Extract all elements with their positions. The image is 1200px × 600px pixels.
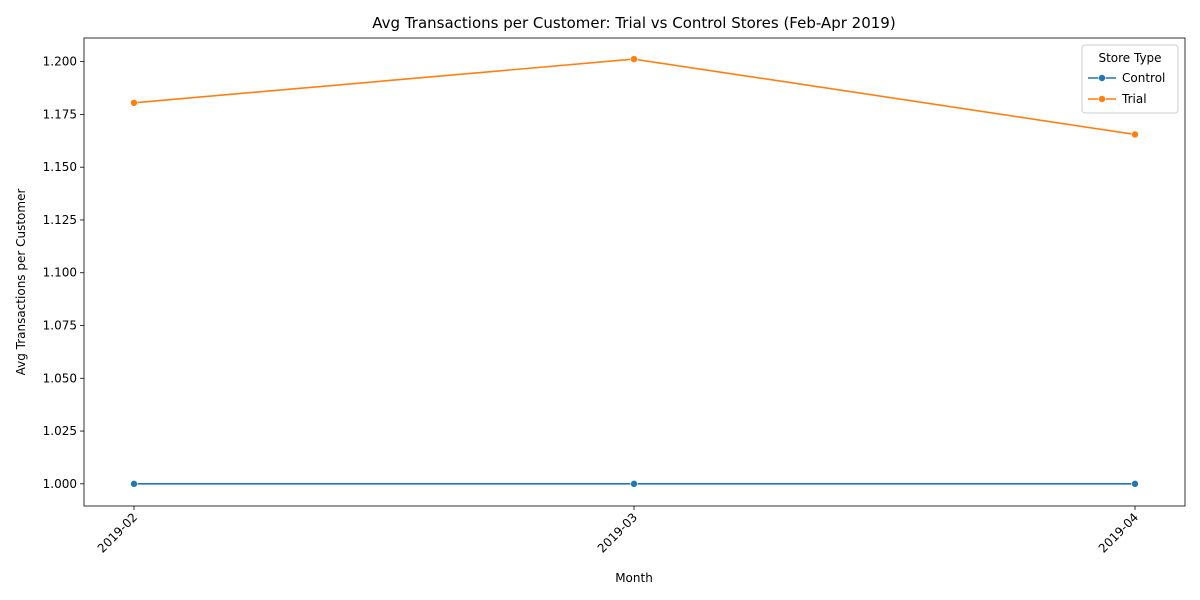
legend-label-control: Control <box>1122 71 1165 85</box>
y-tick-label: 1.100 <box>43 266 77 280</box>
series-layer <box>130 55 1139 488</box>
plot-frame <box>83 37 1186 507</box>
x-tick-label: 2019-04 <box>1096 510 1141 555</box>
y-tick-label: 1.025 <box>43 424 77 438</box>
legend-title: Store Type <box>1098 51 1161 65</box>
legend-marker-trial <box>1098 95 1106 103</box>
data-point-trial <box>130 99 138 107</box>
x-tick-label: 2019-02 <box>95 510 140 555</box>
data-point-control <box>1131 480 1139 488</box>
chart-title: Avg Transactions per Customer: Trial vs … <box>372 14 895 32</box>
data-point-control <box>130 480 138 488</box>
legend-box <box>1081 44 1179 114</box>
legend: Store Type Control Trial <box>1081 44 1179 114</box>
y-axis-label: Avg Transactions per Customer <box>14 189 28 376</box>
x-axis: 2019-02 2019-03 2019-04 <box>95 506 1141 556</box>
x-axis-label: Month <box>615 571 653 585</box>
plot-area <box>83 37 1186 507</box>
x-tick-label: 2019-03 <box>595 510 640 555</box>
data-point-trial <box>1131 130 1139 139</box>
y-tick-label: 1.150 <box>43 160 77 174</box>
y-tick-label: 1.175 <box>43 107 77 121</box>
legend-marker-control <box>1098 74 1106 82</box>
y-tick-label: 1.050 <box>43 371 77 385</box>
series-line-trial <box>133 58 1136 136</box>
y-tick-label: 1.000 <box>43 477 77 491</box>
legend-label-trial: Trial <box>1121 92 1147 106</box>
y-tick-label: 1.200 <box>43 55 77 69</box>
y-axis: 1.000 1.025 1.050 1.075 1.100 1.125 1.150 1.175… <box>43 55 84 491</box>
y-tick-label: 1.075 <box>43 319 77 333</box>
data-point-control <box>630 480 638 488</box>
y-tick-label: 1.125 <box>43 213 77 227</box>
data-point-trial <box>630 55 638 63</box>
